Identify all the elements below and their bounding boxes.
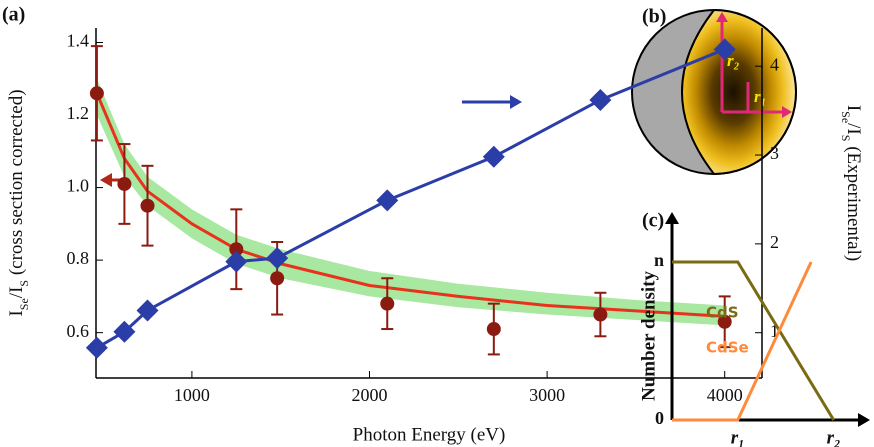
diamond-marker [482, 145, 505, 168]
panel-label: (b) [642, 6, 666, 28]
x-tick-label: 3000 [529, 385, 565, 405]
y-tick-label: 1.2 [67, 103, 90, 123]
diamond-marker [225, 250, 248, 273]
x-tick-label: 4000 [707, 385, 743, 405]
data-point [89, 86, 104, 101]
diamond-marker [85, 336, 108, 359]
data-point [593, 307, 608, 322]
arrowhead [782, 106, 792, 118]
panel-label: (a) [2, 4, 25, 26]
arrowhead [665, 212, 679, 224]
x-axis-title: Photon Energy (eV) [353, 424, 506, 445]
axis-title-part: S [17, 280, 31, 287]
series-line [672, 260, 835, 421]
arrowhead [100, 173, 112, 187]
data-point [117, 176, 132, 191]
data-point [380, 296, 395, 311]
arrowhead [858, 413, 870, 427]
y-tick-label: 0.8 [67, 248, 90, 268]
axis-title-part: /I [6, 287, 27, 299]
y-tick-label: 1.4 [67, 31, 90, 51]
diamond-marker [589, 88, 612, 111]
axis-title-part: I [843, 105, 864, 111]
sphere-diagram: r₂ r₁ (b) [631, 6, 797, 176]
legend-label: CdSe [706, 339, 749, 357]
arrowhead [510, 95, 522, 109]
data-point [140, 198, 155, 213]
axis-title-part: /I [843, 123, 864, 135]
data-point [717, 314, 732, 329]
data-point [270, 271, 285, 286]
diamond-marker [266, 247, 289, 270]
axis-title-part: (cross section corrected) [6, 89, 27, 279]
y2-tick-label: 2 [770, 232, 779, 252]
x-tick-label: r₁ [731, 427, 745, 447]
sphere-core [681, 8, 797, 176]
y-tick-label: 0 [655, 408, 664, 428]
y2-tick-label: 4 [770, 54, 779, 74]
y-axis-title: Number density [638, 270, 659, 401]
y-tick-label: 0.6 [67, 321, 90, 341]
data-point [229, 242, 244, 257]
diamond-marker [136, 299, 159, 322]
y-tick-label: n [654, 250, 664, 270]
axis-title: ISe/IS (Experimental) [839, 105, 863, 261]
y-tick-label: 1.0 [67, 176, 90, 196]
panel-label: (c) [642, 210, 664, 232]
x-tick-label: 1000 [174, 385, 210, 405]
y2-tick-label: 1 [770, 321, 779, 341]
r1-label: r₁ [754, 87, 767, 106]
y2-tick-label: 3 [770, 143, 779, 163]
diamond-marker [113, 320, 136, 343]
confidence-band [96, 78, 725, 326]
axis-title-part: (Experimental) [843, 141, 864, 261]
axis-title: ISe/IS (cross section corrected) [6, 89, 30, 316]
diamond-marker [713, 38, 736, 61]
r2-label: r₂ [727, 51, 740, 70]
axis-title-part: S [839, 135, 853, 142]
axis-title-part: Se [17, 298, 31, 310]
arrowhead [716, 12, 728, 22]
data-point [486, 322, 501, 337]
x-tick-label: 2000 [352, 385, 388, 405]
axis-title-part: I [6, 310, 27, 316]
legend-label: CdS [706, 304, 739, 322]
axis-title-part: Se [839, 111, 853, 123]
diamond-marker [376, 189, 399, 212]
series-line [672, 261, 813, 422]
x-tick-label: r₂ [827, 427, 841, 447]
